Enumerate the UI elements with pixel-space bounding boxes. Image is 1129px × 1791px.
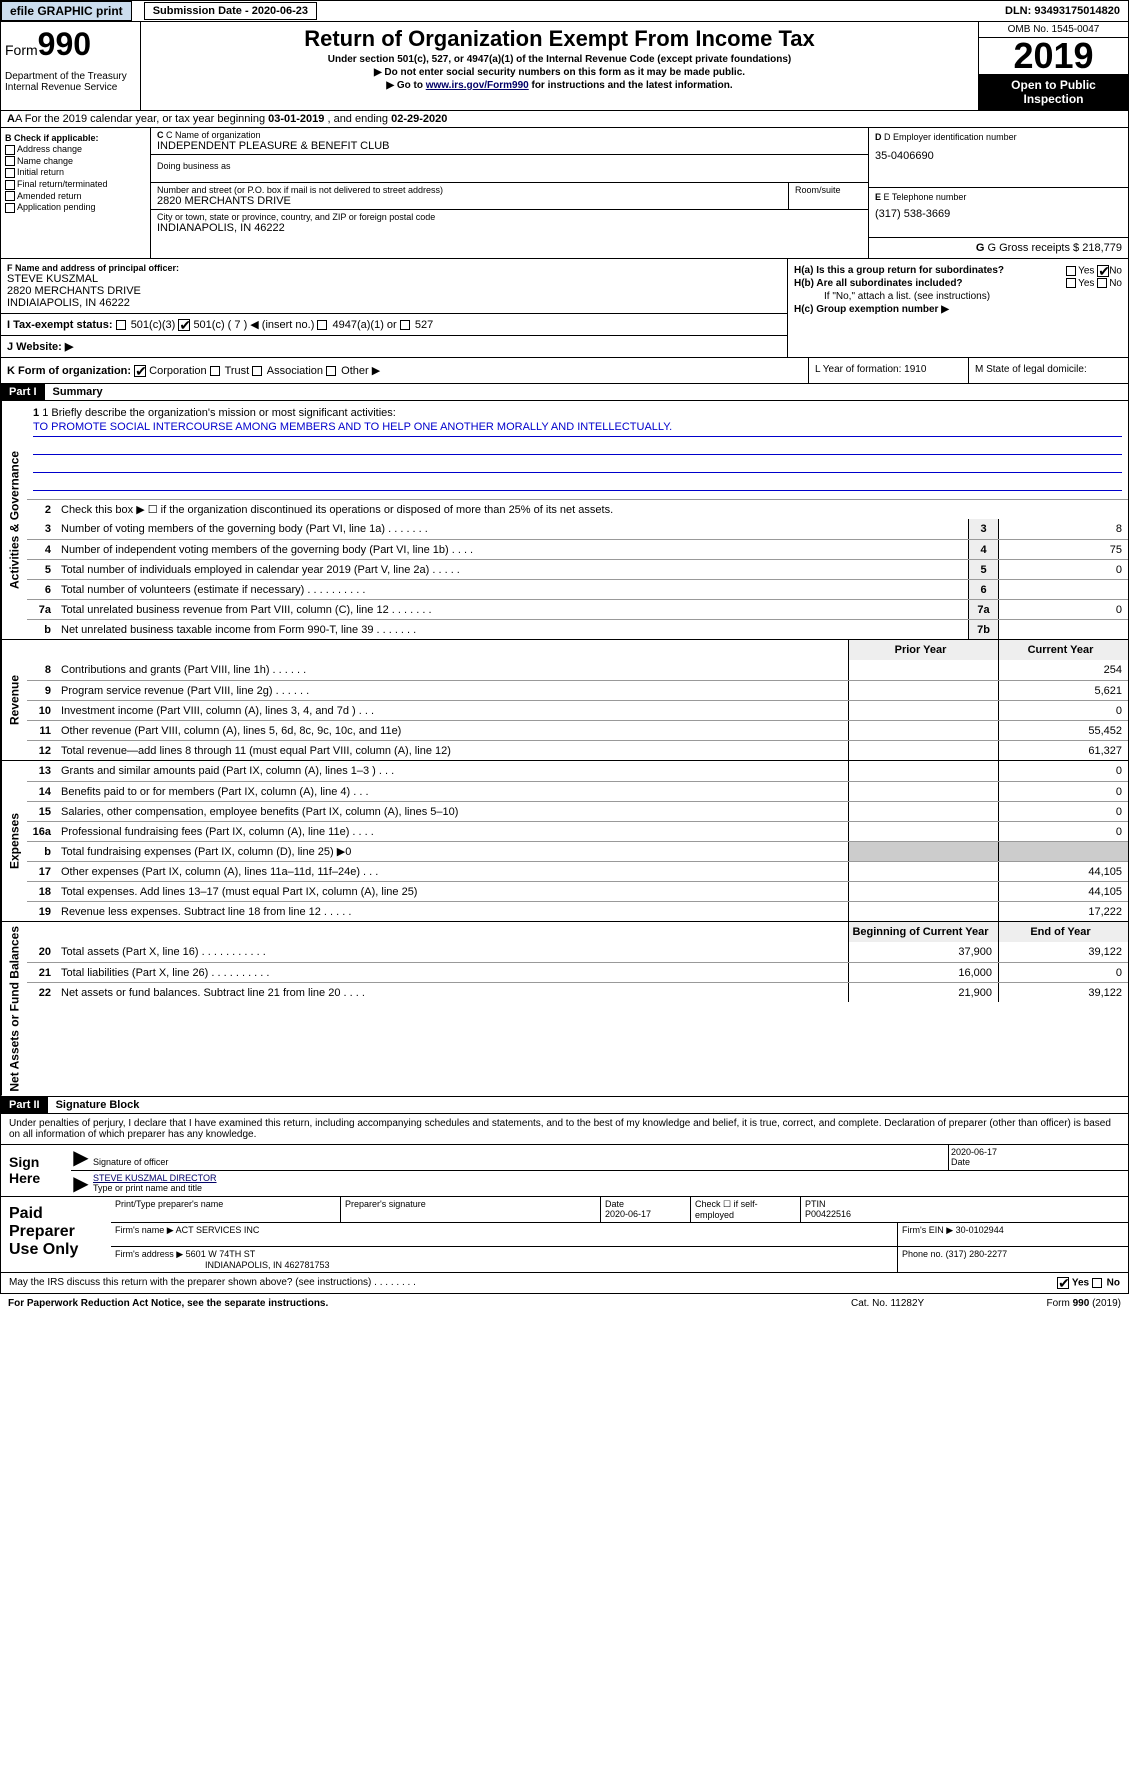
gross-receipts: 218,779 xyxy=(1082,242,1122,254)
perjury-statement: Under penalties of perjury, I declare th… xyxy=(1,1114,1128,1144)
signature-block: Under penalties of perjury, I declare th… xyxy=(0,1114,1129,1273)
side-label-expenses: Expenses xyxy=(1,761,27,921)
chk-corporation[interactable] xyxy=(134,365,146,377)
part1-title: Summary xyxy=(45,384,111,400)
end-year-header: End of Year xyxy=(998,922,1128,942)
chk-other[interactable] xyxy=(326,366,336,376)
subtitle-1: Under section 501(c), 527, or 4947(a)(1)… xyxy=(145,54,974,65)
section-bcd: B Check if applicable: Address change Na… xyxy=(0,128,1129,258)
chk-address-change[interactable] xyxy=(5,145,15,155)
sign-here-label: Sign Here xyxy=(1,1145,71,1196)
chk-ha-no[interactable] xyxy=(1097,265,1109,277)
row-a-tax-year: AA For the 2019 calendar year, or tax ye… xyxy=(0,111,1129,128)
subtitle-3: ▶ Go to www.irs.gov/Form990 for instruct… xyxy=(145,80,974,91)
side-label-net-assets: Net Assets or Fund Balances xyxy=(1,922,27,1096)
form-footer-label: Form 990 (2019) xyxy=(1001,1298,1121,1309)
firm-phone: (317) 280-2277 xyxy=(946,1249,1008,1259)
prior-year-header: Prior Year xyxy=(848,640,998,660)
firm-name: ACT SERVICES INC xyxy=(176,1225,260,1235)
col-c-org-info: C C Name of organization INDEPENDENT PLE… xyxy=(151,128,868,258)
ptin-value: P00422516 xyxy=(805,1209,851,1219)
form-number: Form990 xyxy=(5,26,136,63)
part2-header: Part II xyxy=(1,1097,48,1113)
dln-label: DLN: 93493175014820 xyxy=(997,3,1128,19)
chk-4947[interactable] xyxy=(317,320,327,330)
revenue-section: Revenue Prior YearCurrent Year 8Contribu… xyxy=(0,640,1129,761)
row-klm: K Form of organization: Corporation Trus… xyxy=(0,358,1129,384)
chk-hb-yes[interactable] xyxy=(1066,278,1076,288)
chk-discuss-no[interactable] xyxy=(1092,1278,1102,1288)
beginning-year-header: Beginning of Current Year xyxy=(848,922,998,942)
activities-governance-section: Activities & Governance 1 1 Briefly desc… xyxy=(0,401,1129,640)
tax-exempt-status: I Tax-exempt status: 501(c)(3) 501(c) ( … xyxy=(1,314,787,336)
firm-ein: 30-0102944 xyxy=(956,1225,1004,1235)
state-domicile: M State of legal domicile: xyxy=(968,358,1128,383)
form-title: Return of Organization Exempt From Incom… xyxy=(145,26,974,52)
chk-ha-yes[interactable] xyxy=(1066,266,1076,276)
chk-501c3[interactable] xyxy=(116,320,126,330)
telephone-value: (317) 538-3669 xyxy=(875,208,1122,220)
org-name: INDEPENDENT PLEASURE & BENEFIT CLUB xyxy=(157,140,862,152)
chk-amended[interactable] xyxy=(5,191,15,201)
col-b-checkboxes: B Check if applicable: Address change Na… xyxy=(1,128,151,258)
arrow-icon: ▶ xyxy=(71,1171,91,1196)
part2-title: Signature Block xyxy=(48,1097,148,1113)
chk-501c[interactable] xyxy=(178,319,190,331)
chk-527[interactable] xyxy=(400,320,410,330)
net-assets-section: Net Assets or Fund Balances Beginning of… xyxy=(0,922,1129,1097)
open-public-badge: Open to Public Inspection xyxy=(979,74,1128,110)
chk-association[interactable] xyxy=(252,366,262,376)
form-header: Form990 Department of the Treasury Inter… xyxy=(0,22,1129,111)
year-formation: L Year of formation: 1910 xyxy=(808,358,968,383)
catalog-number: Cat. No. 11282Y xyxy=(851,1298,1001,1309)
side-label-governance: Activities & Governance xyxy=(1,401,27,639)
chk-final-return[interactable] xyxy=(5,180,15,190)
arrow-icon: ▶ xyxy=(71,1145,91,1170)
expenses-section: Expenses 13Grants and similar amounts pa… xyxy=(0,761,1129,922)
website-row: J Website: ▶ xyxy=(1,336,787,357)
mission-text: TO PROMOTE SOCIAL INTERCOURSE AMONG MEMB… xyxy=(33,421,1122,437)
principal-officer: F Name and address of principal officer:… xyxy=(1,259,787,314)
chk-trust[interactable] xyxy=(210,366,220,376)
discuss-row: May the IRS discuss this return with the… xyxy=(0,1273,1129,1294)
efile-button[interactable]: efile GRAPHIC print xyxy=(1,1,132,21)
chk-initial-return[interactable] xyxy=(5,168,15,178)
current-year-header: Current Year xyxy=(998,640,1128,660)
signature-date: 2020-06-17 xyxy=(951,1147,997,1157)
chk-name-change[interactable] xyxy=(5,156,15,166)
officer-name: STEVE KUSZMAL DIRECTOR xyxy=(93,1173,217,1183)
tax-year: 2019 xyxy=(979,38,1128,74)
submission-date: Submission Date - 2020-06-23 xyxy=(144,2,317,20)
col-d-contact: D D Employer identification number 35-04… xyxy=(868,128,1128,258)
chk-discuss-yes[interactable] xyxy=(1057,1277,1069,1289)
chk-application-pending[interactable] xyxy=(5,203,15,213)
subtitle-2: ▶ Do not enter social security numbers o… xyxy=(145,67,974,78)
ein-value: 35-0406690 xyxy=(875,150,1122,162)
firm-address: 5601 W 74TH ST xyxy=(186,1249,256,1259)
department-label: Department of the Treasury Internal Reve… xyxy=(5,71,136,93)
submission-label xyxy=(132,9,144,13)
org-city: INDIANAPOLIS, IN 46222 xyxy=(157,222,862,234)
room-suite: Room/suite xyxy=(788,183,868,210)
org-address: 2820 MERCHANTS DRIVE xyxy=(157,195,782,207)
preparer-date: 2020-06-17 xyxy=(605,1209,651,1219)
footer-row: For Paperwork Reduction Act Notice, see … xyxy=(0,1294,1129,1313)
side-label-revenue: Revenue xyxy=(1,640,27,760)
top-bar: efile GRAPHIC print Submission Date - 20… xyxy=(0,0,1129,22)
paid-preparer-label: Paid Preparer Use Only xyxy=(1,1197,111,1272)
part1-header: Part I xyxy=(1,384,45,400)
section-h: H(a) Is this a group return for subordin… xyxy=(788,259,1128,357)
section-fghij: F Name and address of principal officer:… xyxy=(0,258,1129,358)
